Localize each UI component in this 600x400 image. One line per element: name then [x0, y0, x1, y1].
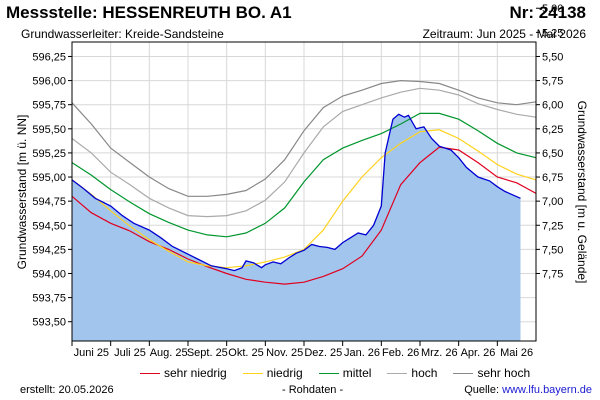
left-tick-label: 595,50: [32, 124, 66, 136]
right-axis-label: Grundwasserstand [m u. Gelände]: [575, 101, 589, 284]
raw-data-note: - Rohdaten -: [282, 384, 344, 396]
legend-item-hoch: hoch: [387, 366, 437, 380]
chart-legend: sehr niedrig niedrig mittel hoch sehr hoch: [140, 366, 530, 380]
right-tick-label: 6,50: [542, 148, 563, 160]
left-tick-label: 594,00: [32, 268, 66, 280]
source-link[interactable]: www.lfu.bayern.de: [502, 384, 592, 396]
left-tick-label: 596,25: [32, 51, 66, 63]
source-label: Quelle:: [464, 384, 503, 396]
aquifer-info: Grundwasserleiter: Kreide-Sandsteine: [21, 27, 224, 41]
left-tick-label: 595,25: [32, 148, 66, 160]
right-tick-label: 5,25: [542, 27, 563, 39]
source-note: Quelle: www.lfu.bayern.de: [464, 384, 592, 396]
left-tick-label: 594,75: [32, 196, 66, 208]
left-tick-label: 595,75: [32, 100, 66, 112]
period-info: Zeitraum: Jun 2025 - Mai 2026: [422, 27, 586, 41]
legend-label: hoch: [411, 366, 438, 380]
right-tick-label: 5,75: [542, 76, 563, 88]
x-tick-label: Aug. 25: [150, 347, 188, 359]
right-tick-label: 6,00: [542, 100, 563, 112]
x-tick-label: Juni 25: [74, 347, 109, 359]
legend-label: sehr hoch: [477, 366, 531, 380]
series-measured: [71, 113, 521, 272]
legend-item-sehr-niedrig: sehr niedrig: [140, 366, 227, 380]
series-niedrig: [71, 129, 537, 269]
series-sehr-hoch: [71, 79, 537, 197]
right-tick-label: 7,75: [542, 268, 563, 280]
series-lines: [71, 79, 537, 285]
x-tick-label: Nov. 25: [266, 347, 303, 359]
series-sehr-niedrig: [71, 146, 537, 285]
legend-swatch: [140, 372, 160, 374]
left-tick-label: 596,00: [32, 76, 66, 88]
left-tick-label: 593,75: [32, 293, 66, 305]
legend-label: niedrig: [266, 366, 303, 380]
x-tick-label: Apr. 26: [461, 347, 496, 359]
series-mittel: [71, 112, 537, 238]
left-tick-label: 593,50: [32, 317, 66, 329]
legend-swatch: [318, 372, 339, 374]
left-tick-label: 594,25: [32, 244, 66, 256]
x-tick-label: Mrz. 26: [421, 347, 458, 359]
legend-label: sehr niedrig: [164, 366, 227, 380]
left-tick-label: 594,50: [32, 220, 66, 232]
series-hoch: [71, 87, 537, 218]
created-date: erstellt: 20.05.2026: [20, 384, 114, 396]
right-tick-label: 6,25: [542, 124, 563, 136]
axes: 593,50 593,75 594,00 594,25 594,50 594,75 595,…: [32, 3, 563, 359]
x-tick-label: Sept. 25: [187, 347, 228, 359]
x-tick-label: Feb. 26: [382, 347, 419, 359]
right-tick-label: 5,00: [542, 3, 563, 15]
right-tick-label: 7,50: [542, 244, 563, 256]
legend-label: mittel: [342, 366, 372, 380]
right-tick-label: 7,25: [542, 220, 563, 232]
measured-fill: [72, 114, 521, 341]
legend-swatch: [242, 372, 263, 374]
legend-item-sehr-hoch: sehr hoch: [453, 366, 530, 380]
station-number: Nr: 24138: [509, 3, 586, 22]
legend-swatch: [387, 372, 408, 374]
legend-item-mittel: mittel: [318, 366, 372, 380]
x-tick-label: Juli 25: [114, 347, 146, 359]
x-tick-label: Dez. 25: [304, 347, 342, 359]
legend-item-niedrig: niedrig: [242, 366, 303, 380]
x-tick-label: Mai 26: [500, 347, 533, 359]
left-tick-label: 595,00: [32, 172, 66, 184]
measured-area: [72, 114, 521, 341]
x-tick-label: Jan. 26: [344, 347, 380, 359]
station-title: Messstelle: HESSENREUTH BO. A1: [6, 3, 292, 22]
right-tick-label: 7,00: [542, 196, 563, 208]
right-tick-label: 6,75: [542, 172, 563, 184]
right-tick-label: 5,50: [542, 51, 563, 63]
legend-swatch: [453, 372, 474, 374]
x-tick-label: Okt. 25: [228, 347, 263, 359]
left-axis-label: Grundwasserstand [m ü. NN]: [15, 115, 29, 270]
